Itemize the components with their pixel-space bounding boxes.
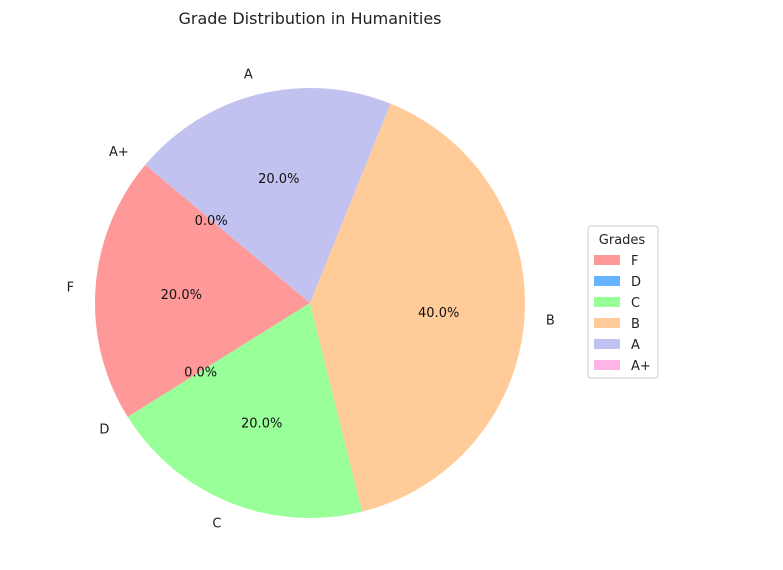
legend-swatch-c [594,297,620,307]
pie-slice-c [127,303,363,518]
percent-label-f: 20.0% [161,288,202,303]
percent-label-c: 20.0% [241,417,282,432]
legend-swatch-a [594,339,620,349]
legend-swatch-aplus [594,360,620,370]
category-labels: F D C B A A+ [67,68,555,532]
legend-label-c: C [631,296,640,311]
category-label-a: A [244,68,253,83]
pie-slice-b [310,103,525,512]
legend-label-f: F [631,254,638,269]
legend-swatch-f [594,255,620,265]
category-label-b: B [546,313,555,328]
percent-label-d: 0.0% [184,365,217,380]
chart-title: Grade Distribution in Humanities [178,9,441,28]
pie-slice-a [145,87,391,303]
legend-label-b: B [631,317,640,332]
category-label-f: F [67,281,74,296]
percent-label-a: 20.0% [258,172,299,187]
percent-labels: 20.0% 0.0% 20.0% 40.0% 20.0% 0.0% [161,172,460,432]
category-label-c: C [212,516,221,531]
legend-swatch-b [594,318,620,328]
pie-slices [94,87,525,518]
percent-label-b: 40.0% [418,306,459,321]
category-label-aplus: A+ [109,145,129,160]
legend-label-aplus: A+ [631,359,651,374]
category-label-d: D [99,422,109,437]
legend-label-d: D [631,275,641,290]
legend-swatch-d [594,276,620,286]
percent-label-aplus: 0.0% [195,214,228,229]
pie-slice-f [94,164,310,417]
legend-title: Grades [599,233,646,248]
legend-label-a: A [631,338,640,353]
